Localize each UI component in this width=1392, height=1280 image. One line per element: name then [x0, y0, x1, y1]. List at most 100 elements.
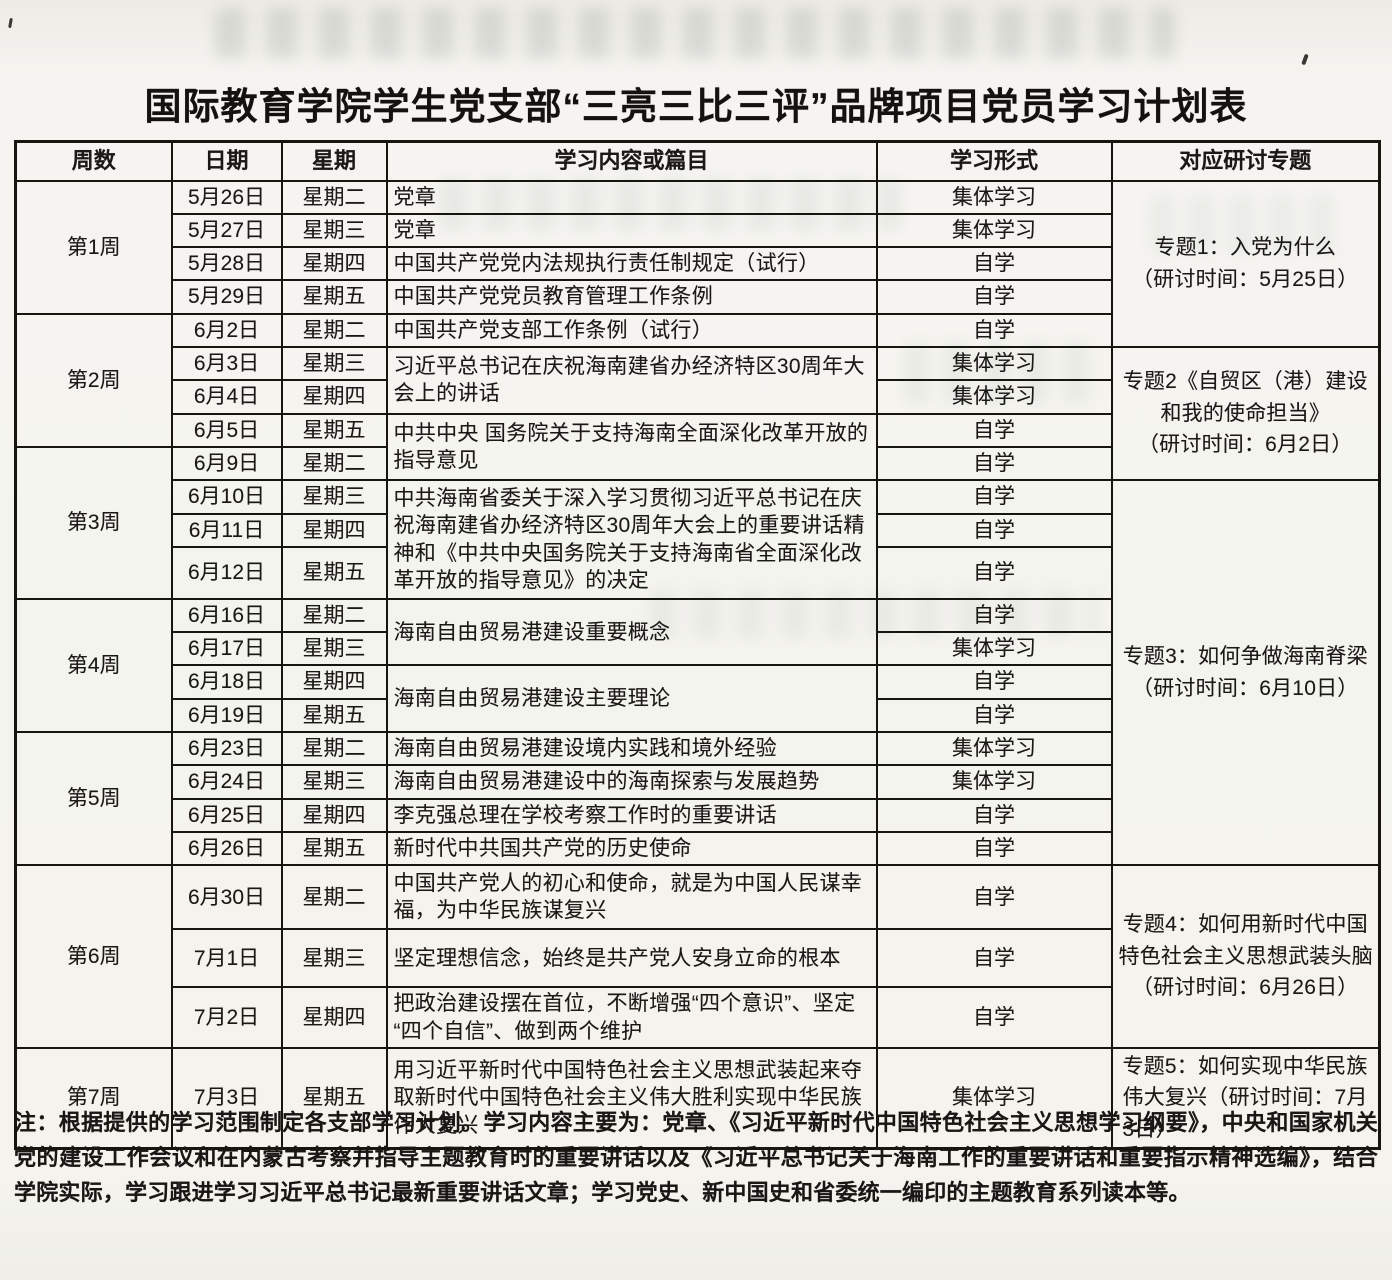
form-cell: 自学	[875, 797, 1113, 833]
content-cell: 海南自由贸易港建设境内实践和境外经验	[385, 731, 878, 767]
table-row: 第6周 6月30日 星期二 中国共产党人的初心和使命，就是为中国人民谋幸福，为中…	[14, 864, 1381, 1049]
form-cell: 自学	[875, 545, 1113, 600]
day-cell: 星期五	[280, 830, 388, 867]
content-cell: 党章	[385, 212, 878, 249]
day-cell: 星期二	[280, 445, 388, 482]
content-cell: 用习近平新时代中国特色社会主义思想武装起来夺取新时代中国特色社会主义伟大胜利实现…	[385, 1046, 878, 1150]
date-cell: 6月23日	[170, 731, 283, 767]
form-cell: 自学	[875, 312, 1113, 349]
date-cell: 6月25日	[170, 797, 283, 833]
date-cell: 6月12日	[170, 545, 283, 600]
table-row: 6月25日 星期四 李克强总理在学校考察工作时的重要讲话 自学	[16, 797, 1380, 833]
week-cell: 第1周	[14, 179, 173, 315]
week-cell: 第5周	[14, 731, 173, 867]
content-cell: 中国共产党党员教育管理工作条例	[385, 279, 878, 315]
scan-speck	[8, 17, 13, 29]
topic-cell-3: 专题3：如何争做海南脊梁 （研讨时间：6月10日）	[1110, 479, 1381, 867]
content-cell: 中国共产党党内法规执行责任制规定（试行）	[385, 246, 878, 282]
content-cell: 李克强总理在学校考察工作时的重要讲话	[385, 797, 878, 833]
day-cell: 星期二	[280, 179, 388, 215]
form-cell: 自学	[875, 512, 1113, 548]
date-cell: 5月28日	[170, 246, 283, 282]
footnote: 注：根据提供的学习范围制定各支部学习计划。学习内容主要为：党章、《习近平新时代中…	[14, 1110, 1378, 1205]
day-cell: 星期二	[280, 597, 388, 634]
table-row: 第3周 6月9日 星期二 自学	[14, 445, 1380, 600]
form-cell: 集体学习	[875, 764, 1113, 800]
day-cell: 星期二	[280, 312, 388, 349]
form-cell: 自学	[875, 928, 1113, 989]
table-row: 第5周 6月23日 星期二 海南自由贸易港建设境内实践和境外经验 集体学习	[14, 731, 1380, 867]
date-cell: 6月2日	[170, 312, 283, 349]
table-row: 5月29日 星期五 中国共产党党员教育管理工作条例 自学	[16, 279, 1380, 315]
table-row: 6月10日 星期三 中共海南省委关于深入学习贯彻习近平总书记在庆祝海南建省办经济…	[16, 479, 1381, 867]
scan-speck	[1301, 53, 1309, 66]
table-row: 5月27日 星期三 党章 集体学习	[16, 212, 1380, 249]
day-cell: 星期五	[280, 279, 388, 315]
scan-artifact-top	[215, 8, 1175, 58]
date-cell: 6月19日	[170, 697, 283, 734]
table-row: 6月12日 星期五 自学	[16, 545, 1380, 600]
form-cell: 集体学习	[875, 1046, 1113, 1150]
content-cell: 海南自由贸易港建设重要概念	[385, 597, 878, 667]
day-cell: 星期四	[280, 512, 388, 548]
form-cell: 集体学习	[875, 631, 1113, 667]
table-row: 6月5日 星期五 中共中央 国务院关于支持海南全面深化改革开放的指导意见 自学	[16, 412, 1380, 482]
day-cell: 星期五	[280, 697, 388, 734]
col-header-topic: 对应研讨专题	[1110, 140, 1381, 182]
date-cell: 5月29日	[170, 279, 283, 315]
form-cell: 自学	[875, 664, 1113, 700]
form-cell: 自学	[875, 830, 1113, 867]
form-cell: 自学	[875, 697, 1113, 734]
date-cell: 6月3日	[170, 346, 283, 382]
table-row: 第4周 6月16日 星期二 海南自由贸易港建设重要概念 自学	[14, 597, 1380, 734]
topic-cell-5: 专题5：如何实现中华民族伟大复兴（研讨时间：7月3日）	[1110, 1046, 1381, 1150]
day-cell: 星期四	[280, 797, 388, 833]
form-cell: 集体学习	[875, 179, 1113, 215]
table-row: 第2周 6月2日 星期二 中国共产党支部工作条例（试行） 自学	[14, 312, 1380, 448]
date-cell: 6月4日	[170, 379, 283, 415]
date-cell: 6月11日	[170, 512, 283, 548]
form-cell: 集体学习	[875, 731, 1113, 767]
table-row: 6月24日 星期三 海南自由贸易港建设中的海南探索与发展趋势 集体学习	[16, 764, 1380, 800]
form-cell: 自学	[875, 864, 1113, 931]
form-cell: 集体学习	[875, 379, 1113, 415]
week-cell: 第6周	[14, 864, 173, 1049]
date-cell: 6月5日	[170, 412, 283, 448]
date-cell: 6月24日	[170, 764, 283, 800]
table-row: 第1周 5月26日 星期二 党章 集体学习 专题1：入党为什么 （研讨时间：5月…	[14, 179, 1381, 349]
content-cell: 中共海南省委关于深入学习贯彻习近平总书记在庆祝海南建省办经济特区30周年大会上的…	[385, 479, 878, 600]
content-cell: 海南自由贸易港建设主要理论	[385, 664, 878, 734]
day-cell: 星期三	[280, 764, 388, 800]
topic-cell-2: 专题2《自贸区（港）建设 和我的使命担当》 （研讨时间：6月2日）	[1110, 346, 1381, 482]
day-cell: 星期四	[280, 379, 388, 415]
col-header-date: 日期	[170, 140, 283, 182]
week-cell: 第3周	[14, 445, 173, 600]
form-cell: 集体学习	[875, 212, 1113, 249]
day-cell: 星期三	[280, 631, 388, 667]
date-cell: 6月26日	[170, 830, 283, 867]
date-cell: 7月3日	[170, 1046, 283, 1150]
date-cell: 5月27日	[170, 212, 283, 249]
content-cell: 海南自由贸易港建设中的海南探索与发展趋势	[385, 764, 878, 800]
form-cell: 自学	[875, 246, 1113, 282]
day-cell: 星期二	[280, 731, 388, 767]
col-header-content: 学习内容或篇目	[385, 140, 878, 182]
col-header-week: 周数	[14, 140, 173, 182]
date-cell: 6月16日	[170, 597, 283, 634]
content-cell: 中共中央 国务院关于支持海南全面深化改革开放的指导意见	[385, 412, 878, 482]
day-cell: 星期二	[280, 864, 388, 931]
table-row: 6月11日 星期四 自学	[16, 512, 1380, 548]
content-cell: 习近平总书记在庆祝海南建省办经济特区30周年大会上的讲话	[385, 346, 878, 415]
form-cell: 自学	[875, 986, 1113, 1049]
date-cell: 6月30日	[170, 864, 283, 931]
day-cell: 星期三	[280, 212, 388, 249]
content-cell: 中国共产党支部工作条例（试行）	[385, 312, 878, 349]
date-cell: 5月26日	[170, 179, 283, 215]
col-header-form: 学习形式	[875, 140, 1113, 182]
page-title: 国际教育学院学生党支部“三亮三比三评”品牌项目党员学习计划表	[144, 86, 1248, 127]
form-cell: 自学	[875, 479, 1113, 515]
week-cell: 第7周	[14, 1046, 173, 1150]
table-row: 6月3日 星期三 习近平总书记在庆祝海南建省办经济特区30周年大会上的讲话 集体…	[16, 346, 1381, 482]
date-cell: 7月1日	[170, 928, 283, 989]
form-cell: 自学	[875, 445, 1113, 482]
